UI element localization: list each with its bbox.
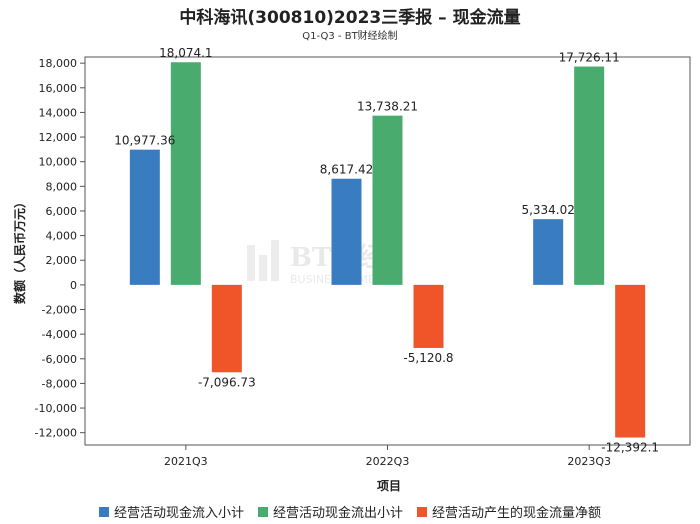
data-label: 13,738.21 bbox=[357, 100, 418, 114]
y-tick-label: 0 bbox=[70, 279, 77, 292]
y-tick-label: -12,000 bbox=[35, 427, 77, 440]
x-tick-label: 2023Q3 bbox=[567, 455, 611, 468]
data-label: -5,120.8 bbox=[403, 351, 453, 365]
watermark-bar-2 bbox=[259, 255, 267, 281]
y-tick-label: -6,000 bbox=[42, 353, 77, 366]
legend-swatch bbox=[417, 506, 427, 517]
y-tick-label: -10,000 bbox=[35, 402, 77, 415]
chart-subtitle: Q1-Q3 - BT财经绘制 bbox=[302, 31, 398, 42]
legend-label: 经营活动现金流出小计 bbox=[272, 506, 403, 521]
legend-item: 经营活动产生的现金流量净额 bbox=[417, 502, 601, 521]
y-tick-label: 14,000 bbox=[39, 106, 78, 119]
y-tick-label: 2,000 bbox=[46, 254, 78, 267]
legend-swatch bbox=[98, 506, 109, 517]
y-tick-label: -4,000 bbox=[42, 328, 77, 341]
x-axis-label: 项目 bbox=[377, 479, 401, 493]
data-label: -12,392.1 bbox=[601, 441, 659, 455]
y-tick-label: 8,000 bbox=[46, 180, 78, 193]
data-label: 8,617.42 bbox=[320, 163, 373, 177]
y-tick-label: 10,000 bbox=[39, 156, 78, 169]
y-tick-label: 18,000 bbox=[39, 57, 78, 70]
bar bbox=[533, 219, 564, 285]
legend-item: 经营活动现金流出小计 bbox=[257, 502, 403, 521]
data-label: -7,096.73 bbox=[198, 375, 256, 389]
bar bbox=[413, 284, 444, 348]
data-label: 18,074.1 bbox=[159, 46, 212, 60]
data-labels: 10,977.36 8,617.42 5,334.02 18,074.1 13,738.… bbox=[114, 46, 659, 454]
y-axis-label: 数额（人民币万元） bbox=[12, 196, 27, 304]
data-label: 10,977.36 bbox=[114, 134, 175, 148]
watermark-bar-1 bbox=[247, 245, 255, 281]
bar bbox=[211, 284, 242, 373]
y-tick-label: 6,000 bbox=[46, 205, 78, 218]
x-tick-label: 2021Q3 bbox=[164, 455, 208, 468]
y-tick-label: 16,000 bbox=[39, 82, 78, 95]
legend-swatch bbox=[257, 506, 268, 517]
chart-title: 中科海讯(300810)2023三季报 – 现金流量 bbox=[179, 8, 521, 28]
y-tick-label: -2,000 bbox=[42, 304, 77, 317]
watermark-bar-3 bbox=[271, 240, 279, 281]
bar bbox=[129, 149, 160, 285]
legend-label: 经营活动产生的现金流量净额 bbox=[432, 506, 602, 521]
y-tick-label: -8,000 bbox=[42, 377, 77, 390]
x-tick-label: 2022Q3 bbox=[366, 455, 410, 468]
legend: 经营活动现金流入小计 经营活动现金流出小计 经营活动产生的现金流量净额 bbox=[0, 502, 700, 521]
y-tick-label: 4,000 bbox=[46, 230, 78, 243]
axes: -12,000 -10,000 -8,000 -6,000 -4,000 -2,000 0 2… bbox=[35, 56, 691, 468]
bar bbox=[615, 284, 646, 438]
legend-label: 经营活动现金流入小计 bbox=[113, 506, 244, 521]
data-label: 5,334.02 bbox=[521, 203, 574, 217]
watermark-logo: BT财经 BUSINESS TIMES bbox=[247, 240, 383, 286]
bar bbox=[331, 178, 362, 285]
bars bbox=[129, 62, 646, 438]
bar bbox=[170, 62, 201, 285]
data-label: 17,726.11 bbox=[559, 51, 620, 65]
legend-item: 经营活动现金流入小计 bbox=[98, 502, 244, 521]
bar bbox=[372, 115, 403, 285]
y-tick-label: 12,000 bbox=[39, 131, 78, 144]
bar bbox=[574, 66, 605, 285]
